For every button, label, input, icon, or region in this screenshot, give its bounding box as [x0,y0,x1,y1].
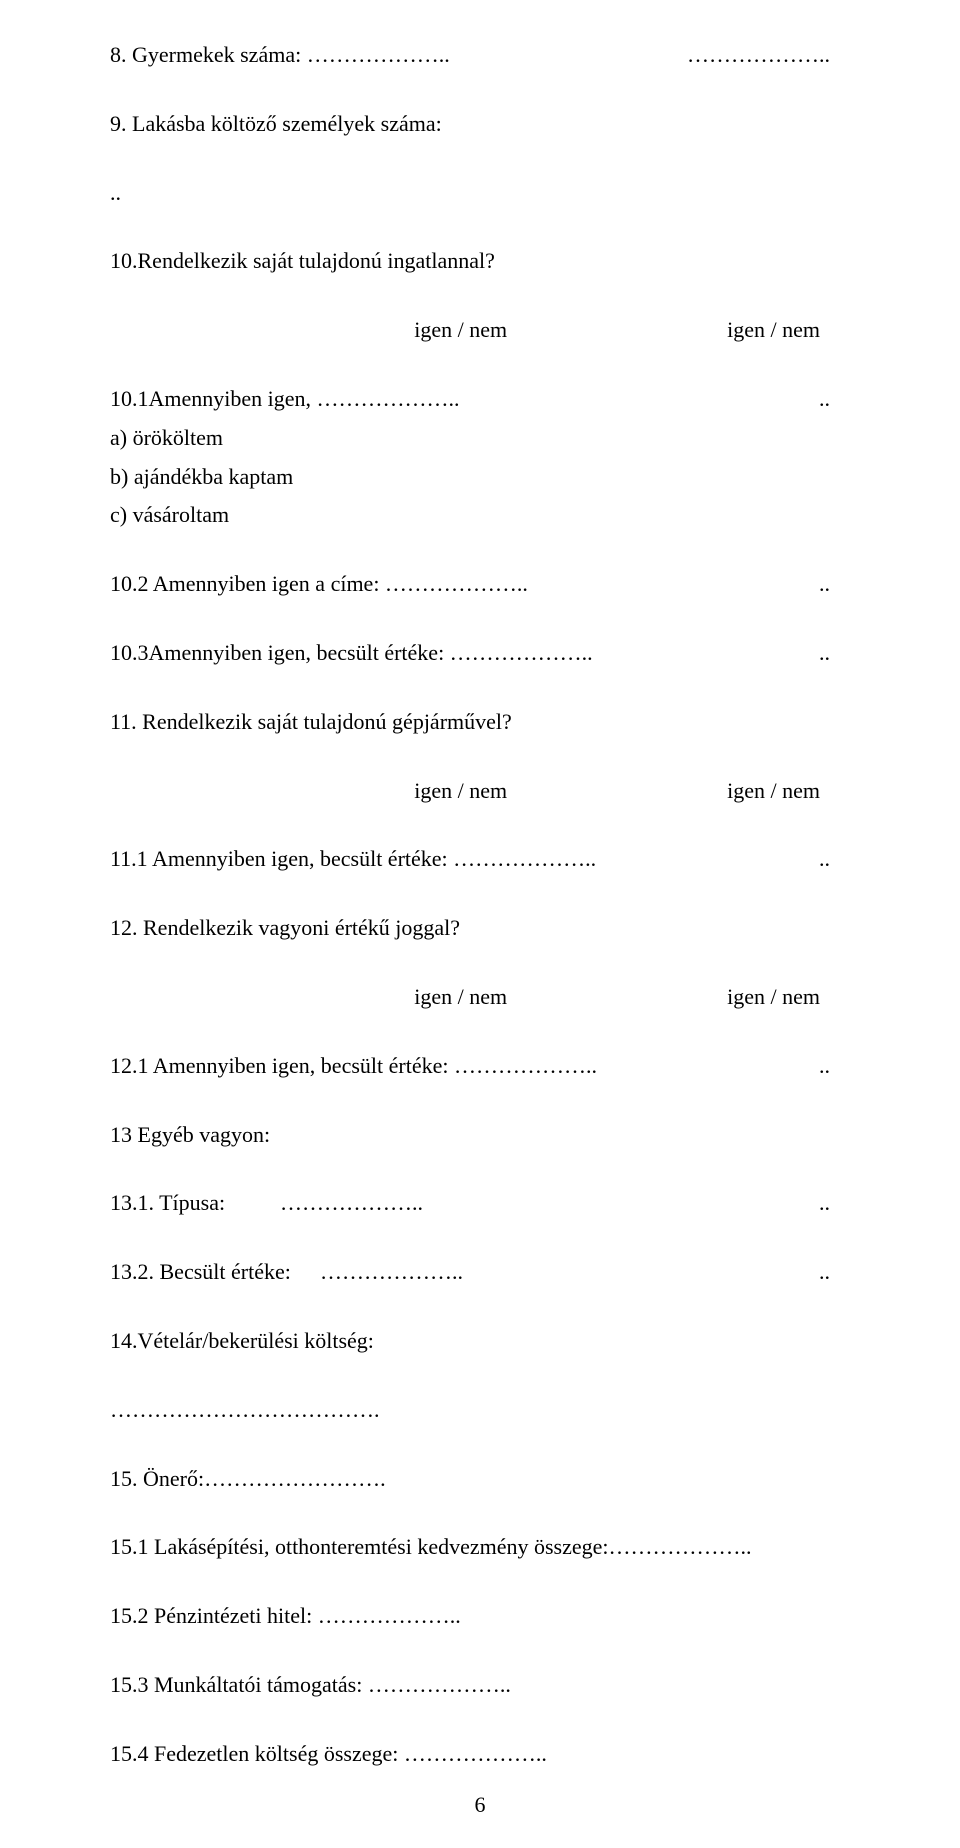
question-11: 11. Rendelkezik saját tulajdonú gépjármű… [110,707,860,738]
question-11-1-row: 11.1 Amennyiben igen, becsült értéke: ……… [110,844,860,875]
page-number: 6 [0,1792,960,1818]
question-15-4: 15.4 Fedezetlen költség összege: ……………….… [110,1739,860,1770]
question-10-3-row: 10.3Amennyiben igen, becsült értéke: ………… [110,638,860,669]
q8-text: 8. Gyermekek száma: [110,42,301,67]
question-13-2-row: 13.2. Becsült értéke: ……………….. .. [110,1257,860,1288]
question-8-row: 8. Gyermekek száma: ……………….. ……………….. [110,40,860,71]
question-12-1-row: 12.1 Amennyiben igen, becsült értéke: ……… [110,1051,860,1082]
q10-1-a: a) örököltem [110,423,860,454]
q10-3-dots: .. [819,638,860,669]
question-10-1-row: 10.1Amennyiben igen, ……………….. .. [110,384,860,415]
q13-2-lbl: 13.2. Becsült értéke: [110,1257,320,1288]
q13-2-mid: ……………….. [320,1257,819,1288]
yn-left-3: igen / nem [414,982,507,1013]
yn-right-2: igen / nem [727,776,820,807]
question-15-0: 15. Önerő:……………………. [110,1464,860,1495]
q12-1-label: 12.1 Amennyiben igen, becsült értéke: ……… [110,1051,597,1082]
q9-dots: .. [110,178,860,209]
question-13: 13 Egyéb vagyon: [110,1120,860,1151]
q13-1-right: .. [819,1188,860,1219]
q10-2-label: 10.2 Amennyiben igen a címe: ……………….. [110,569,528,600]
question-15-3: 15.3 Munkáltatói támogatás: ……………….. [110,1670,860,1701]
yes-no-row-2: igen / nem igen / nem [110,776,860,807]
yn-left-1: igen / nem [414,315,507,346]
question-9: 9. Lakásba költöző személyek száma: [110,109,860,140]
q13-1-lbl: 13.1. Típusa: [110,1188,280,1219]
question-13-1-row: 13.1. Típusa: ……………….. .. [110,1188,860,1219]
q14-dots: ………………………………. [110,1395,860,1426]
question-14: 14.Vételár/bekerülési költség: [110,1326,860,1357]
question-15-1: 15.1 Lakásépítési, otthonteremtési kedve… [110,1532,860,1563]
q13-2-right: .. [819,1257,860,1288]
yn-left-2: igen / nem [414,776,507,807]
q8-dots-right: ……………….. [687,40,860,71]
yes-no-row-3: igen / nem igen / nem [110,982,860,1013]
question-10-2-row: 10.2 Amennyiben igen a címe: ……………….. .. [110,569,860,600]
question-8-label: 8. Gyermekek száma: ……………….. [110,40,450,71]
q10-1-label: 10.1Amennyiben igen, ……………….. [110,384,460,415]
document-page: 8. Gyermekek száma: ……………….. ……………….. 9.… [0,0,960,1848]
question-12: 12. Rendelkezik vagyoni értékű joggal? [110,913,860,944]
q12-1-dots: .. [819,1051,860,1082]
q10-3-label: 10.3Amennyiben igen, becsült értéke: ………… [110,638,593,669]
q9-label: 9. Lakásba költöző személyek száma: [110,111,442,136]
yn-right-1: igen / nem [727,315,820,346]
q10-2-dots: .. [819,569,860,600]
yn-right-3: igen / nem [727,982,820,1013]
q11-1-dots: .. [819,844,860,875]
q10-1-b: b) ajándékba kaptam [110,462,860,493]
q11-1-label: 11.1 Amennyiben igen, becsült értéke: ……… [110,844,596,875]
q10-1-dots: .. [819,384,860,415]
q8-dots-left: ……………….. [307,42,450,67]
question-10: 10.Rendelkezik saját tulajdonú ingatlann… [110,246,860,277]
yes-no-row-1: igen / nem igen / nem [110,315,860,346]
q10-1-c: c) vásároltam [110,500,860,531]
q13-1-mid: ……………….. [280,1188,819,1219]
question-15-2: 15.2 Pénzintézeti hitel: ……………….. [110,1601,860,1632]
